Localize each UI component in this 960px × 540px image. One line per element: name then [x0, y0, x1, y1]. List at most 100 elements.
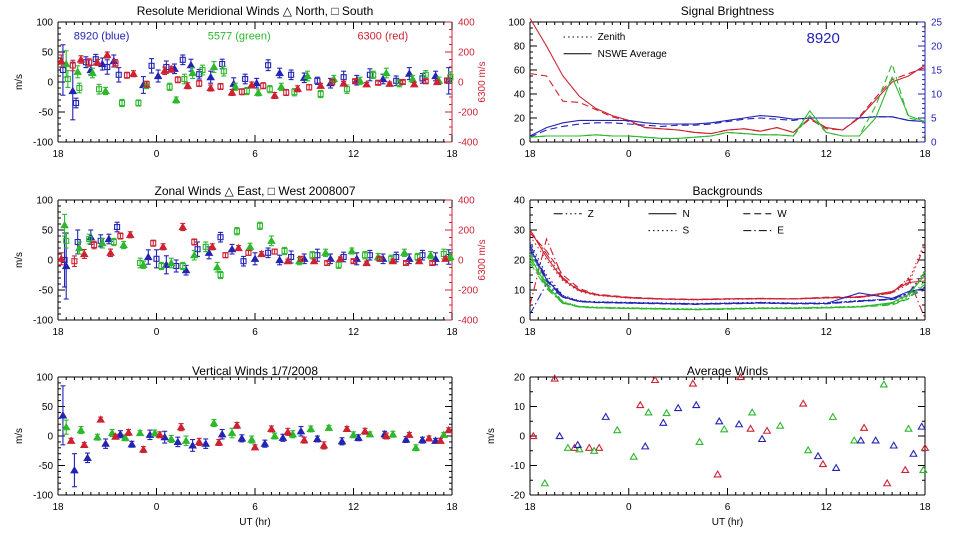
svg-text:-50: -50 — [39, 461, 54, 472]
svg-text:6: 6 — [252, 502, 258, 513]
signal-brightness-line-6300-nswe-avg — [529, 18, 926, 135]
svg-text:18: 18 — [446, 327, 458, 338]
svg-text:0: 0 — [458, 256, 464, 267]
svg-text:0: 0 — [519, 432, 525, 443]
svg-text:30: 30 — [514, 226, 526, 237]
svg-text:0: 0 — [154, 327, 160, 338]
svg-text:25: 25 — [931, 18, 943, 29]
svg-text:0: 0 — [626, 502, 632, 513]
average-winds-plot: 18 0 6 12 18 UT (hr) -20 -10 0 10 20 m/s — [486, 373, 931, 529]
svg-text:Z: Z — [588, 209, 594, 220]
panel-average-winds: Average Winds 18 0 6 12 18 UT (hr) -20 -10 0 10 20… — [480, 360, 960, 540]
svg-text:0: 0 — [47, 78, 53, 89]
svg-text:10: 10 — [931, 90, 943, 101]
panel-title-signal-brightness: Signal Brightness — [680, 4, 775, 18]
svg-text:-100: -100 — [33, 316, 53, 327]
signal-brightness-line-8920-zenith — [529, 116, 926, 138]
svg-text:8920: 8920 — [807, 30, 840, 47]
backgrounds-line-6300-e — [529, 237, 926, 319]
svg-text:-100: -100 — [33, 491, 53, 502]
svg-text:18: 18 — [446, 502, 458, 513]
svg-text:18: 18 — [524, 327, 536, 338]
svg-text:18: 18 — [919, 149, 931, 160]
svg-text:S: S — [683, 226, 690, 237]
svg-text:40: 40 — [514, 196, 526, 207]
svg-text:6300 m/s: 6300 m/s — [477, 61, 488, 102]
svg-text:100: 100 — [36, 373, 53, 384]
svg-text:60: 60 — [514, 66, 526, 77]
svg-text:0: 0 — [519, 138, 525, 149]
svg-text:0: 0 — [47, 256, 53, 267]
svg-text:6: 6 — [725, 149, 731, 160]
panel-title-average: Average Winds — [686, 364, 769, 378]
svg-text:UT (hr): UT (hr) — [712, 517, 743, 528]
svg-text:0: 0 — [931, 138, 937, 149]
svg-text:12: 12 — [821, 149, 833, 160]
svg-text:NSWE Average: NSWE Average — [598, 49, 668, 60]
svg-text:6: 6 — [725, 327, 731, 338]
svg-text:20: 20 — [931, 42, 943, 53]
backgrounds-line-6300-z — [529, 229, 926, 301]
svg-text:50: 50 — [42, 402, 54, 413]
svg-text:80: 80 — [514, 42, 526, 53]
svg-text:400: 400 — [458, 18, 475, 29]
svg-text:6: 6 — [252, 149, 258, 160]
svg-text:W: W — [777, 209, 787, 220]
signal-brightness-line-5577-zenith — [529, 62, 926, 139]
svg-text:m/s: m/s — [14, 74, 25, 90]
panel-meridional-winds: Resolute Meridional Winds △ North, □ Sou… — [0, 0, 488, 180]
signal-brightness-series — [529, 18, 926, 139]
svg-text:10: 10 — [514, 286, 526, 297]
backgrounds-line-6300-s — [529, 235, 926, 301]
zonal-winds-axes: 18 0 6 12 18-100-50050100m/s4002000-200-4006… — [14, 196, 488, 339]
meridional-winds-axes: 18 0 6 12 18-100-50050100m/s4002000-200-4006… — [14, 18, 488, 161]
average-winds-axes: 18 0 6 12 18 UT (hr) -20 -10 0 10 20 m/s — [486, 373, 931, 529]
svg-text:m/s: m/s — [14, 428, 25, 444]
meridional-winds-plot: 18 0 6 12 18-100-50050100m/s4002000-200-4006… — [14, 18, 488, 161]
svg-text:400: 400 — [458, 196, 475, 207]
backgrounds-line-5577-w — [529, 259, 926, 311]
svg-text:m/s: m/s — [14, 252, 25, 268]
svg-text:50: 50 — [42, 226, 54, 237]
svg-text:40: 40 — [514, 90, 526, 101]
svg-text:100: 100 — [36, 18, 53, 29]
svg-text:0: 0 — [154, 502, 160, 513]
zonal-winds-series — [56, 213, 455, 300]
svg-text:-50: -50 — [39, 286, 54, 297]
svg-text:12: 12 — [348, 327, 360, 338]
svg-text:18: 18 — [524, 502, 536, 513]
zonal-winds-plot: 18 0 6 12 18-100-50050100m/s4002000-200-4006… — [14, 196, 488, 339]
svg-text:18: 18 — [52, 502, 64, 513]
svg-text:6: 6 — [252, 327, 258, 338]
svg-text:0: 0 — [47, 432, 53, 443]
vertical-winds-series — [58, 385, 454, 488]
svg-text:E: E — [777, 226, 784, 237]
svg-text:0: 0 — [626, 327, 632, 338]
signal-brightness-plot: 18 0 6 12 1802040608010005101520258920Zenith… — [508, 18, 943, 161]
panel-title-meridional: Resolute Meridional Winds △ North, □ Sou… — [136, 4, 374, 18]
signal-brightness-line-5577-nswe-avg — [529, 75, 926, 139]
panel-title-vertical: Vertical Winds 1/7/2008 — [191, 364, 319, 378]
backgrounds-line-6300-n — [529, 229, 926, 301]
vertical-winds-plot: 18 0 6 12 18 UT (hr) -100 -50 0 50 100 m/s — [14, 373, 458, 529]
svg-text:-400: -400 — [458, 316, 478, 327]
svg-text:18: 18 — [446, 149, 458, 160]
panel-zonal-winds: Zonal Winds △ East, □ West 2008007 18 0 6 1… — [0, 180, 488, 360]
svg-text:12: 12 — [348, 149, 360, 160]
svg-text:15: 15 — [931, 66, 943, 77]
svg-text:-200: -200 — [458, 286, 478, 297]
svg-text:12: 12 — [348, 502, 360, 513]
panel-title-backgrounds: Backgrounds — [692, 184, 763, 198]
svg-text:-100: -100 — [33, 138, 53, 149]
svg-text:18: 18 — [52, 149, 64, 160]
svg-text:6: 6 — [725, 502, 731, 513]
svg-text:m/s: m/s — [486, 428, 497, 444]
svg-text:-200: -200 — [458, 108, 478, 119]
panel-signal-brightness: Signal Brightness 18 0 6 12 18 0 20 40 60 80 100 0 5… — [480, 0, 960, 180]
svg-text:20: 20 — [514, 114, 526, 125]
signal-brightness-line-6300-zenith — [529, 67, 926, 135]
backgrounds-line-8920-e — [529, 283, 926, 315]
